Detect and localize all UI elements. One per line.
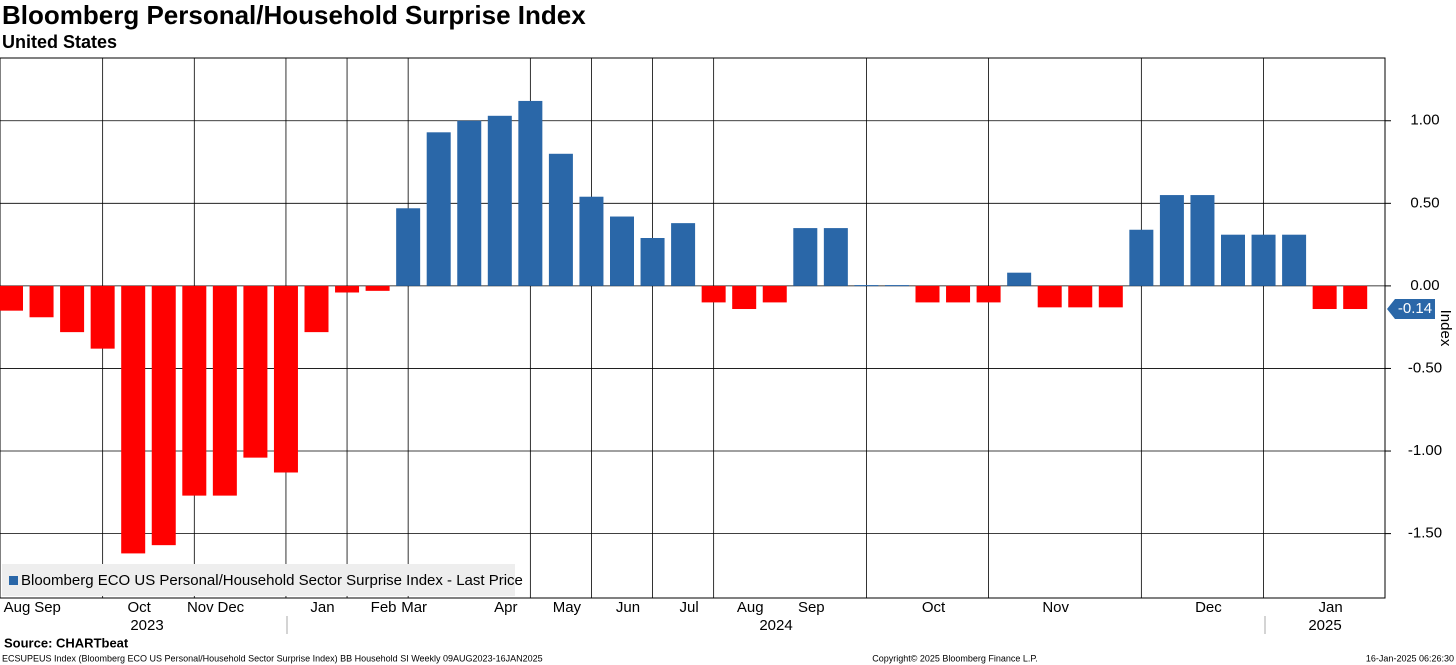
- footer-left: ECSUPEUS Index (Bloomberg ECO US Persona…: [2, 653, 543, 663]
- legend-box: [2, 564, 515, 596]
- bar: [762, 285, 787, 303]
- legend-swatch: [9, 576, 18, 585]
- y-tick-label: 0.00: [1410, 277, 1439, 294]
- bar: [0, 285, 23, 311]
- x-tick-label: Jan: [1319, 599, 1343, 616]
- x-tick-label: Oct: [128, 599, 152, 616]
- bar: [182, 285, 207, 496]
- y-tick-label: 1.00: [1410, 112, 1439, 129]
- bar: [151, 285, 176, 546]
- y-tick-label: 0.50: [1410, 194, 1439, 211]
- x-tick-label: Aug: [737, 599, 764, 616]
- bar: [1282, 234, 1307, 286]
- x-tick-label: Apr: [494, 599, 517, 616]
- x-tick-label: Mar: [401, 599, 427, 616]
- bar: [610, 216, 634, 286]
- bar: [335, 285, 360, 293]
- bar: [915, 285, 940, 303]
- bar: [1098, 285, 1123, 308]
- x-tick-label: Sep: [798, 599, 825, 616]
- bar: [732, 285, 757, 310]
- x-tick-label: Dec: [218, 599, 245, 616]
- bar: [884, 285, 909, 287]
- footer-center: Copyright© 2025 Bloomberg Finance L.P.: [872, 653, 1038, 663]
- bar: [365, 285, 390, 291]
- x-tick-label: Sep: [34, 599, 61, 616]
- bar: [1129, 229, 1154, 286]
- bar: [487, 115, 512, 286]
- source: Source: CHARTbeat: [4, 635, 129, 650]
- bar: [1190, 195, 1215, 286]
- bar: [640, 238, 665, 286]
- bar: [793, 228, 818, 286]
- bar: [518, 100, 543, 286]
- bar: [1312, 285, 1337, 310]
- y-tick-label: -1.50: [1408, 525, 1442, 542]
- y-tick-label: -1.00: [1408, 442, 1442, 459]
- bar: [548, 153, 573, 286]
- bar: [1037, 285, 1062, 308]
- x-tick-label: Jan: [310, 599, 334, 616]
- x-tick-label: Dec: [1195, 599, 1222, 616]
- x-tick-label: Aug: [4, 599, 31, 616]
- year-label: 2024: [759, 617, 792, 634]
- bar: [1068, 285, 1093, 308]
- bar: [854, 285, 879, 287]
- bar: [1251, 234, 1276, 286]
- bar: [426, 132, 451, 286]
- bar: [701, 285, 726, 303]
- x-tick-label: Feb: [371, 599, 397, 616]
- bar: [212, 285, 237, 496]
- last-price-label: -0.14: [1398, 300, 1432, 317]
- x-tick-label: Nov: [1042, 599, 1069, 616]
- plot-frame: [0, 57, 1386, 599]
- x-tick-label: Oct: [922, 599, 946, 616]
- bar: [121, 285, 146, 554]
- chart-title: Bloomberg Personal/Household Surprise In…: [2, 0, 586, 30]
- x-tick-label: Jun: [616, 599, 640, 616]
- bar: [579, 196, 604, 286]
- bar: [671, 223, 696, 286]
- bar: [1007, 272, 1032, 286]
- bar: [304, 285, 329, 333]
- y-tick-label: -0.50: [1408, 359, 1442, 376]
- bar: [29, 285, 54, 318]
- footer-right: 16-Jan-2025 06:26:30: [1366, 653, 1454, 663]
- x-tick-label: Jul: [680, 599, 699, 616]
- bar: [1343, 285, 1368, 310]
- y-axis-label: Index: [1437, 310, 1454, 347]
- bar: [946, 285, 971, 303]
- bar: [243, 285, 268, 458]
- year-label: 2023: [130, 617, 163, 634]
- bar: [90, 285, 115, 349]
- bar: [273, 285, 298, 473]
- bar: [1221, 234, 1245, 286]
- last-price-tag: [1387, 299, 1435, 320]
- x-tick-label: May: [553, 599, 582, 616]
- year-label: 2025: [1308, 617, 1341, 634]
- bar: [457, 120, 482, 286]
- bar: [60, 285, 85, 333]
- bar: [976, 285, 1001, 303]
- legend-label: Bloomberg ECO US Personal/Household Sect…: [21, 572, 523, 589]
- chart-subtitle: United States: [2, 32, 117, 52]
- x-tick-label: Nov: [187, 599, 214, 616]
- bar: [823, 228, 848, 286]
- bar: [396, 208, 421, 286]
- bar: [1159, 195, 1184, 286]
